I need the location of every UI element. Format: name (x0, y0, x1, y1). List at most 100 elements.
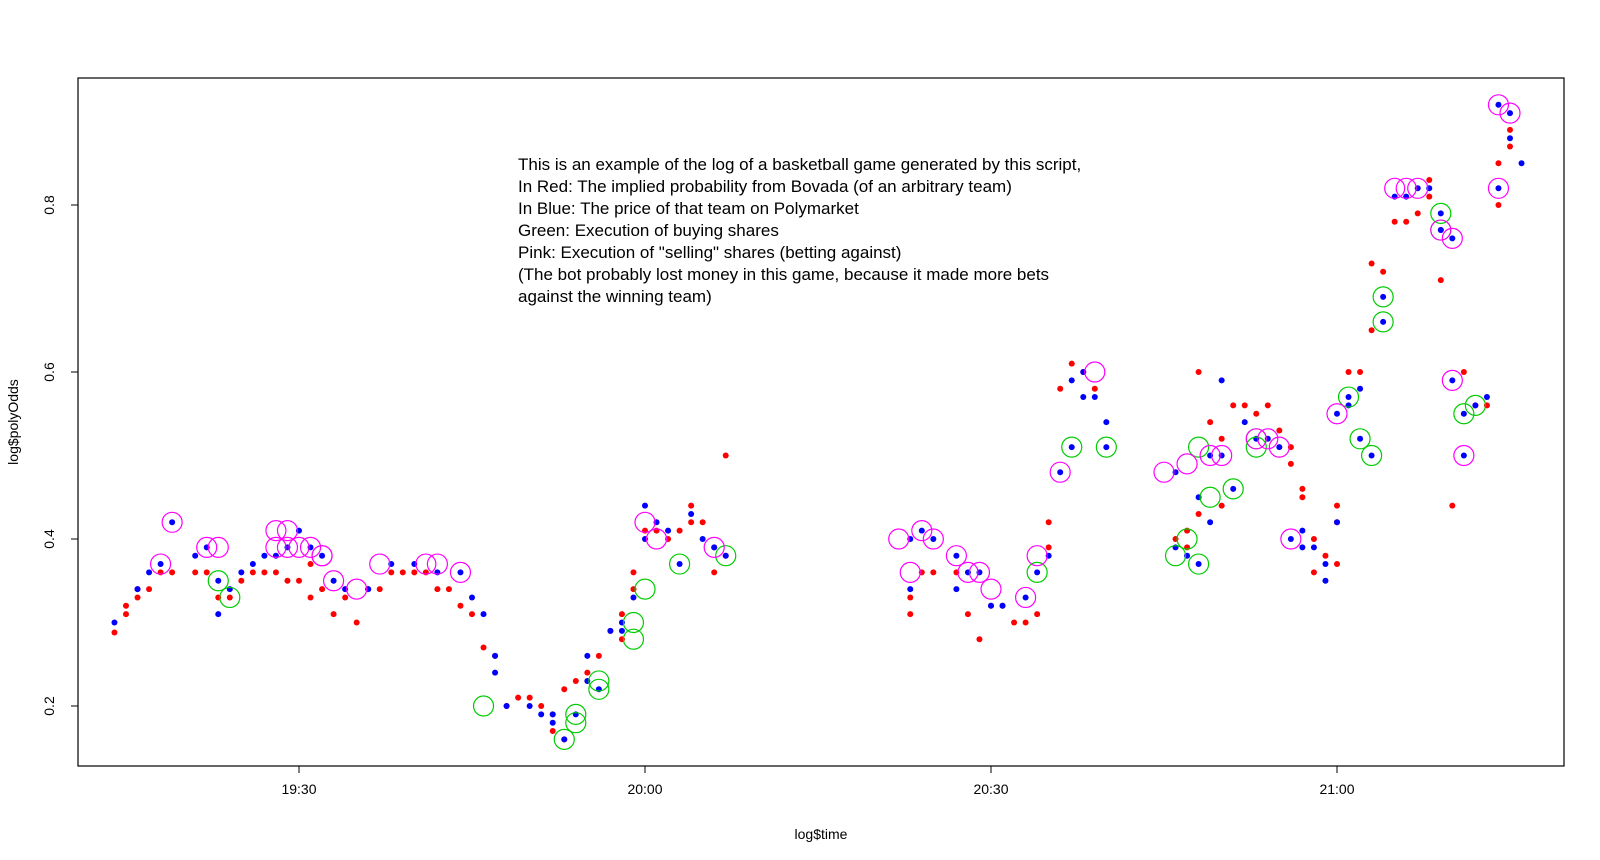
data-point (238, 577, 245, 584)
execution-marker (1199, 486, 1221, 508)
execution-marker (346, 578, 368, 600)
data-point (930, 536, 937, 542)
data-point (457, 602, 464, 609)
data-point (1230, 485, 1237, 492)
data-point (1449, 502, 1456, 509)
series-3 (150, 94, 1521, 609)
data-point (1460, 452, 1467, 459)
data-point (549, 711, 556, 718)
execution-marker (1360, 444, 1383, 467)
execution-marker (1187, 436, 1210, 458)
execution-marker (945, 545, 968, 567)
data-point (1022, 594, 1029, 601)
data-point (192, 569, 199, 576)
execution-marker (426, 553, 448, 575)
data-point (353, 619, 360, 626)
data-point (226, 594, 233, 601)
data-point (284, 577, 291, 584)
data-point (1460, 369, 1467, 375)
data-point (595, 652, 602, 659)
execution-marker (1499, 102, 1521, 124)
execution-marker (1187, 553, 1210, 575)
execution-marker (1453, 444, 1475, 467)
execution-marker (911, 520, 933, 542)
y-tick-label: 0.6 (41, 362, 57, 382)
data-point (1380, 293, 1387, 300)
data-point (1495, 160, 1502, 167)
y-tick-label: 0.4 (41, 529, 57, 549)
execution-marker (288, 536, 310, 558)
execution-marker (968, 561, 991, 584)
data-point (1495, 185, 1502, 192)
data-point (1310, 536, 1317, 542)
execution-marker (957, 561, 979, 584)
execution-marker (899, 561, 921, 584)
data-point (699, 536, 706, 542)
data-point (1334, 561, 1340, 568)
data-point (953, 586, 960, 593)
data-point (1241, 402, 1248, 409)
data-point (688, 502, 695, 509)
data-point (1495, 202, 1502, 208)
data-point (457, 569, 464, 576)
data-point (1357, 385, 1364, 392)
data-point (1414, 210, 1421, 217)
execution-marker (1257, 428, 1279, 450)
execution-marker (1337, 386, 1360, 408)
execution-marker (150, 553, 172, 575)
data-point (1287, 536, 1294, 542)
data-point (307, 594, 314, 601)
data-point (907, 586, 914, 593)
data-point (388, 569, 395, 576)
data-point (1299, 485, 1306, 492)
execution-marker (622, 628, 645, 650)
data-point (1495, 101, 1502, 108)
data-point (296, 577, 302, 584)
execution-marker (276, 536, 299, 558)
execution-marker (1199, 444, 1221, 467)
execution-marker (715, 545, 737, 567)
data-point (111, 619, 118, 626)
data-point (492, 652, 499, 659)
data-point (1068, 377, 1075, 384)
execution-marker (1349, 428, 1371, 450)
execution-marker (1164, 545, 1187, 567)
data-point (1518, 160, 1525, 167)
data-point (1357, 435, 1364, 442)
axes-layer: 19:30 20:00 20:30 21:00 0.2 0.4 0.6 0.8 (41, 195, 1355, 797)
data-point (1253, 410, 1260, 417)
data-point (192, 552, 199, 559)
data-point (203, 569, 210, 576)
execution-marker (1487, 177, 1510, 199)
execution-marker (565, 712, 587, 734)
data-point (399, 569, 406, 576)
data-point (1287, 460, 1294, 467)
execution-marker (634, 578, 656, 600)
data-point (1322, 561, 1329, 568)
data-point (1507, 143, 1513, 150)
execution-marker (1384, 177, 1406, 199)
data-point (330, 611, 337, 618)
data-point (918, 527, 925, 534)
execution-marker (1026, 561, 1048, 584)
execution-marker (1372, 286, 1394, 308)
data-point (1207, 519, 1214, 526)
data-point (1011, 619, 1018, 626)
data-point (1299, 527, 1306, 534)
execution-marker (1176, 528, 1198, 550)
execution-marker (1280, 528, 1302, 550)
data-point (722, 552, 729, 559)
data-point (1034, 611, 1041, 618)
execution-marker (922, 528, 944, 550)
data-point (1449, 377, 1456, 384)
data-point (1299, 494, 1306, 501)
data-point (1218, 435, 1225, 442)
execution-marker (1326, 403, 1348, 425)
data-point (480, 611, 487, 618)
x-tick-label: 21:00 (1319, 781, 1354, 797)
data-point (215, 611, 222, 618)
annotation-line: In Red: The implied probability from Bov… (518, 177, 1012, 196)
data-point (272, 569, 279, 576)
data-point (1368, 260, 1375, 267)
